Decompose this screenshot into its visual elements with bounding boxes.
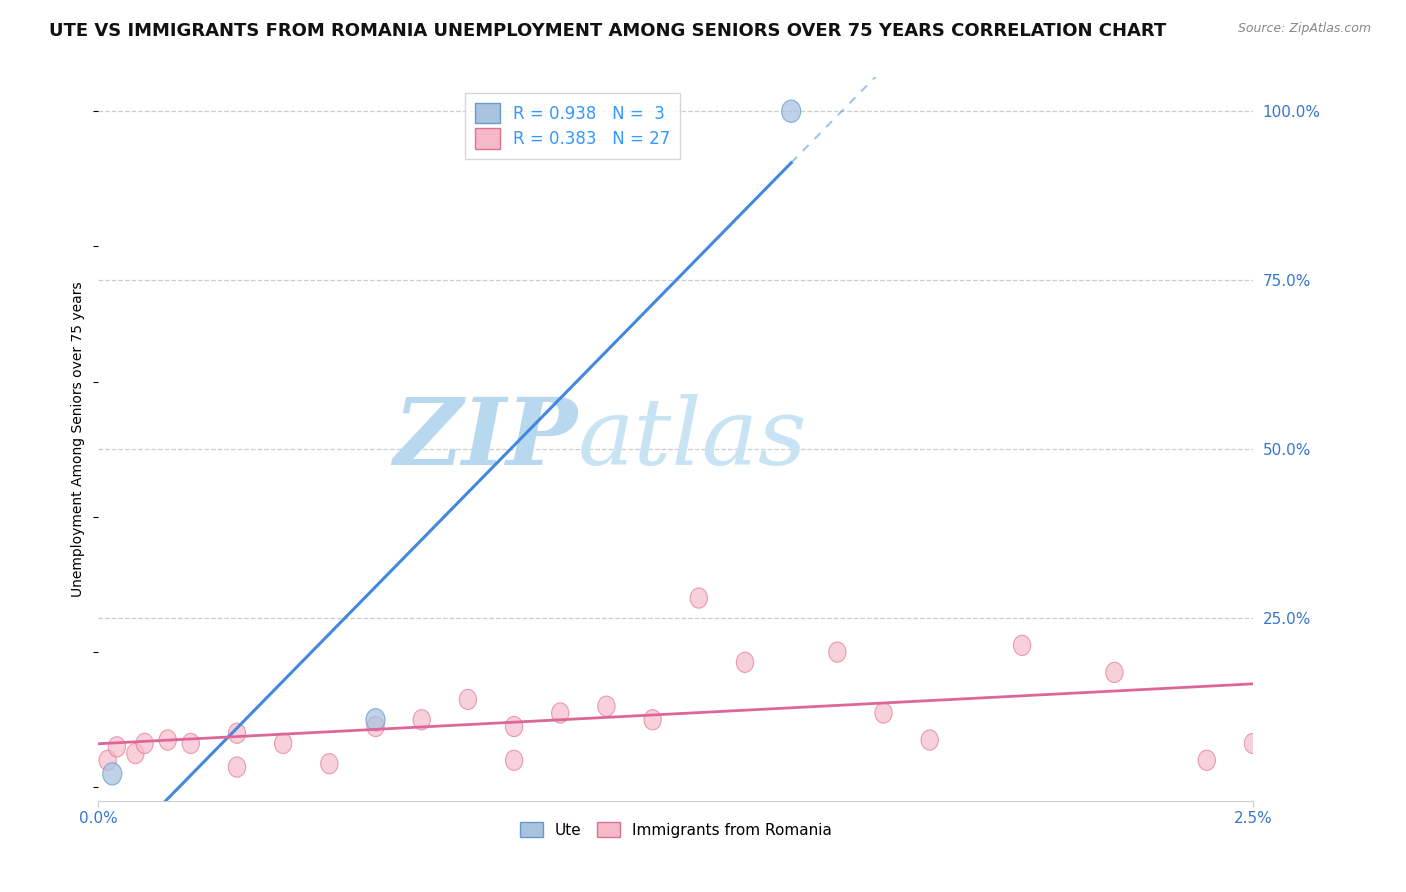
Ellipse shape [127, 743, 143, 764]
Ellipse shape [690, 588, 707, 608]
Y-axis label: Unemployment Among Seniors over 75 years: Unemployment Among Seniors over 75 years [72, 281, 86, 597]
Ellipse shape [159, 730, 176, 750]
Ellipse shape [921, 730, 938, 750]
Ellipse shape [737, 652, 754, 673]
Ellipse shape [460, 690, 477, 710]
Ellipse shape [98, 750, 117, 771]
Ellipse shape [505, 750, 523, 771]
Ellipse shape [366, 708, 385, 731]
Ellipse shape [108, 737, 125, 757]
Ellipse shape [1014, 635, 1031, 656]
Ellipse shape [1198, 750, 1215, 771]
Ellipse shape [228, 757, 246, 777]
Ellipse shape [644, 710, 661, 730]
Ellipse shape [551, 703, 569, 723]
Ellipse shape [598, 696, 614, 716]
Ellipse shape [828, 642, 846, 662]
Ellipse shape [136, 733, 153, 754]
Ellipse shape [505, 716, 523, 737]
Text: atlas: atlas [578, 394, 807, 484]
Text: UTE VS IMMIGRANTS FROM ROMANIA UNEMPLOYMENT AMONG SENIORS OVER 75 YEARS CORRELAT: UTE VS IMMIGRANTS FROM ROMANIA UNEMPLOYM… [49, 22, 1167, 40]
Legend: Ute, Immigrants from Romania: Ute, Immigrants from Romania [513, 815, 838, 844]
Text: ZIP: ZIP [394, 394, 578, 484]
Ellipse shape [782, 100, 800, 122]
Ellipse shape [1105, 662, 1123, 682]
Ellipse shape [1244, 733, 1261, 754]
Ellipse shape [274, 733, 292, 754]
Ellipse shape [367, 716, 384, 737]
Ellipse shape [875, 703, 893, 723]
Ellipse shape [183, 733, 200, 754]
Ellipse shape [321, 754, 337, 774]
Ellipse shape [228, 723, 246, 743]
Ellipse shape [413, 710, 430, 730]
Ellipse shape [103, 763, 122, 785]
Text: Source: ZipAtlas.com: Source: ZipAtlas.com [1237, 22, 1371, 36]
